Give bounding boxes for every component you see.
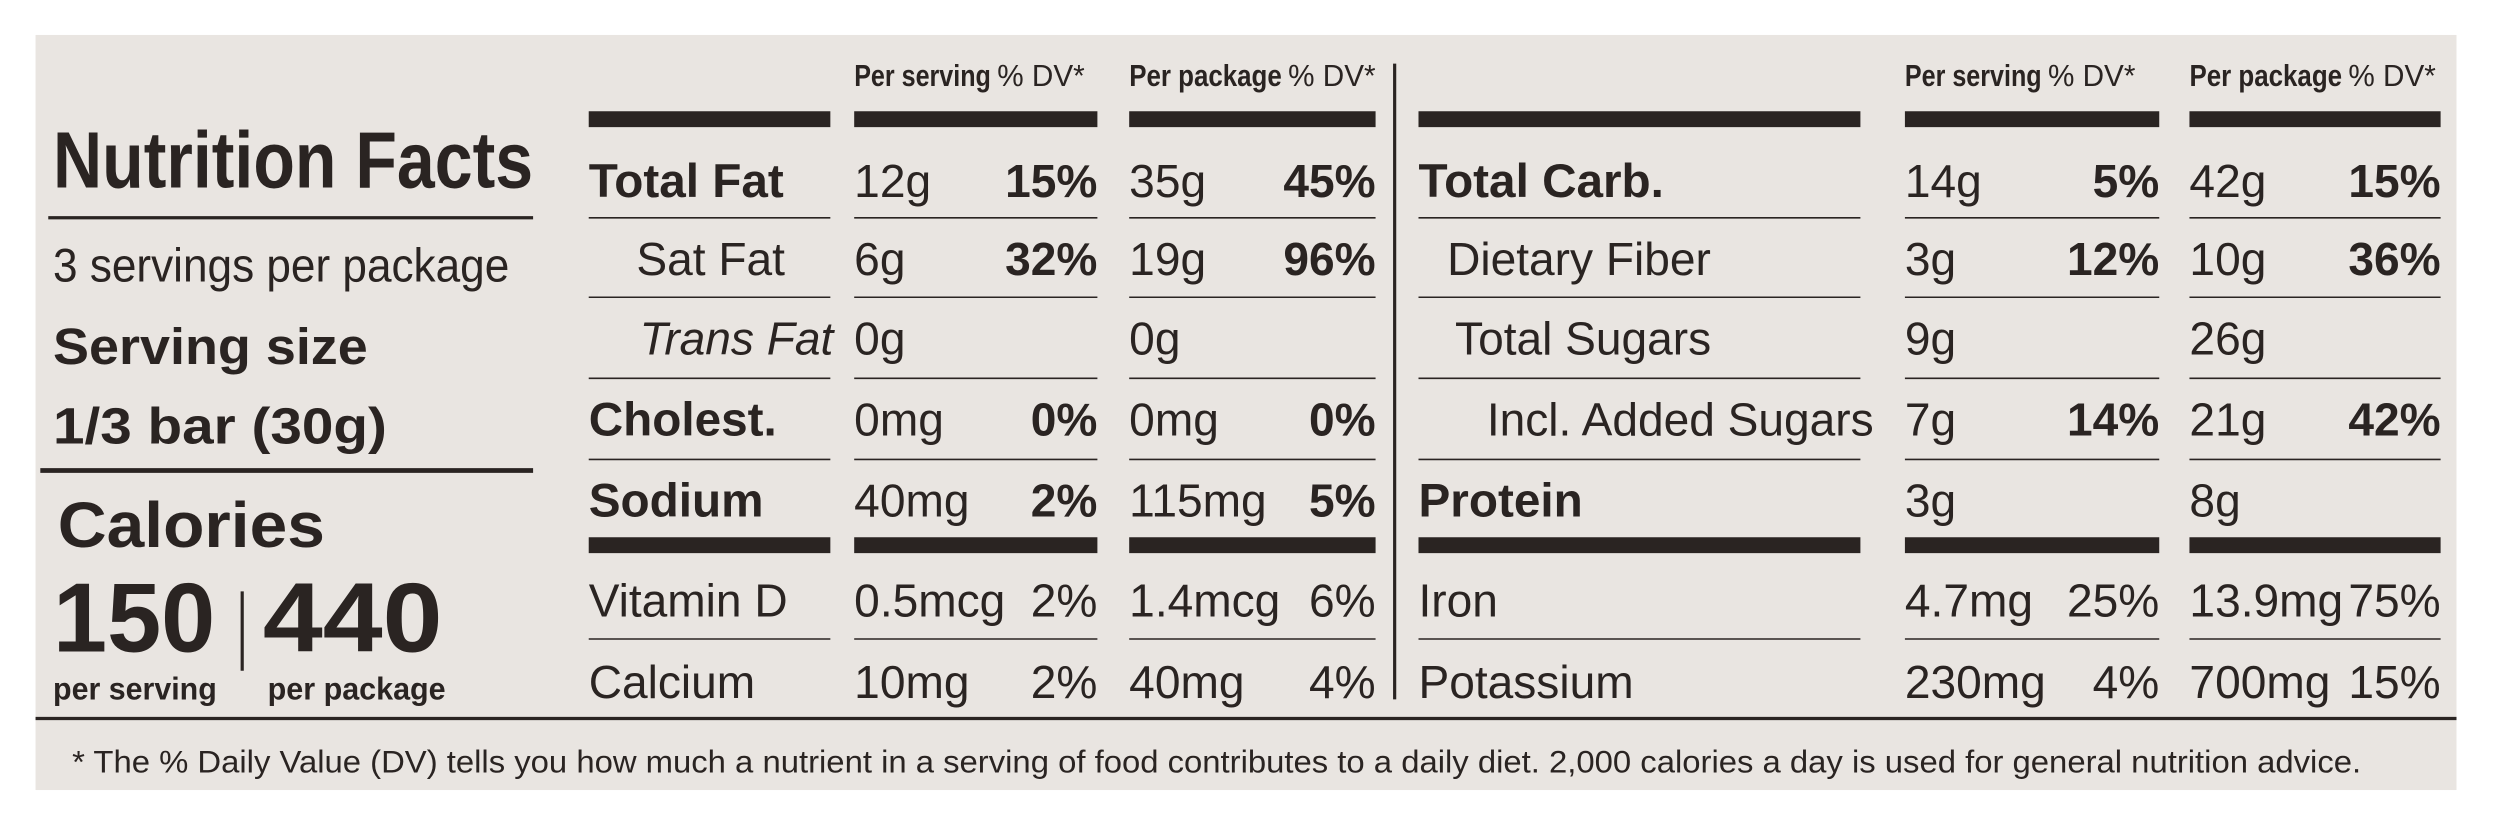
nutrient-name: Total Fat bbox=[589, 155, 784, 208]
percent-dv: 2% bbox=[1031, 656, 1098, 708]
amount: 115mg bbox=[1129, 475, 1266, 527]
percent-dv: 36% bbox=[2348, 233, 2440, 285]
amount: 8g bbox=[2189, 475, 2240, 527]
nutrient-name: Potassium bbox=[1418, 656, 1633, 708]
amount: 21g bbox=[2189, 394, 2266, 446]
amount: 40mg bbox=[1129, 656, 1244, 708]
percent-dv: 15% bbox=[2348, 155, 2440, 207]
percent-dv: 96% bbox=[1283, 233, 1375, 285]
nutrient-name: Sodium bbox=[589, 475, 764, 528]
nutrient-name: Sat Fat bbox=[636, 233, 785, 285]
amount: 6g bbox=[854, 233, 905, 285]
amount: 9g bbox=[1905, 312, 1956, 364]
label-background bbox=[35, 34, 2457, 791]
amount: 0g bbox=[1129, 312, 1180, 364]
nutrient-name: Vitamin D bbox=[589, 575, 788, 627]
percent-dv: 4% bbox=[1309, 656, 1376, 708]
amount: 26g bbox=[2189, 312, 2266, 364]
calories-unit: per serving bbox=[53, 670, 217, 706]
amount: 3g bbox=[1905, 233, 1956, 285]
calories-value: 150 bbox=[53, 563, 215, 673]
amount: 35g bbox=[1129, 155, 1206, 207]
percent-dv: 14% bbox=[2067, 394, 2159, 446]
amount: 4.7mg bbox=[1905, 575, 2033, 627]
amount: 14g bbox=[1905, 155, 1982, 207]
percent-dv: 4% bbox=[2093, 656, 2160, 708]
percent-dv: 12% bbox=[2067, 233, 2159, 285]
percent-dv: 6% bbox=[1309, 575, 1376, 627]
amount: 0g bbox=[854, 312, 905, 364]
nutrient-name: Total Carb. bbox=[1418, 155, 1663, 208]
amount: 230mg bbox=[1905, 656, 2046, 708]
amount: 19g bbox=[1129, 233, 1206, 285]
nutrient-name: Iron bbox=[1418, 575, 1497, 627]
percent-dv: 0% bbox=[1031, 394, 1098, 446]
amount: 3g bbox=[1905, 475, 1956, 527]
nutrient-name: Cholest. bbox=[589, 394, 777, 447]
calories-unit: per package bbox=[268, 670, 446, 706]
calories-label: Calories bbox=[58, 490, 325, 561]
percent-dv: 2% bbox=[1031, 475, 1098, 527]
amount: 0mg bbox=[854, 394, 944, 446]
column-header: % DV* bbox=[1288, 60, 1376, 93]
footnote: * The % Daily Value (DV) tells you how m… bbox=[72, 744, 2361, 780]
servings: 3 servings per package bbox=[53, 239, 509, 292]
nutrient-name: Calcium bbox=[589, 656, 755, 708]
percent-dv: 32% bbox=[1005, 233, 1097, 285]
serving-size-label: Serving size bbox=[53, 318, 368, 375]
percent-dv: 75% bbox=[2348, 575, 2440, 627]
column-header: Per package bbox=[2189, 60, 2342, 93]
column-header: % DV* bbox=[2348, 60, 2436, 93]
amount: 40mg bbox=[854, 475, 969, 527]
nutrient-name: Total Sugars bbox=[1455, 312, 1711, 364]
amount: 700mg bbox=[2189, 656, 2330, 708]
percent-dv: 5% bbox=[1309, 475, 1376, 527]
column-header: % DV* bbox=[997, 60, 1085, 93]
nutrient-name: Trans Fat bbox=[640, 312, 836, 364]
percent-dv: 5% bbox=[2093, 155, 2160, 207]
amount: 0mg bbox=[1129, 394, 1219, 446]
amount: 10mg bbox=[854, 656, 969, 708]
amount: 12g bbox=[854, 155, 931, 207]
nutrient-name: Protein bbox=[1418, 475, 1582, 528]
amount: 42g bbox=[2189, 155, 2266, 207]
amount: 10g bbox=[2189, 233, 2266, 285]
percent-dv: 15% bbox=[1005, 155, 1097, 207]
column-header: Per package bbox=[1129, 60, 1282, 93]
nutrient-name: Incl. Added Sugars bbox=[1487, 394, 1874, 446]
percent-dv: 0% bbox=[1309, 394, 1376, 446]
title: Nutrition Facts bbox=[53, 116, 533, 205]
nutrient-name: Dietary Fiber bbox=[1447, 233, 1711, 285]
percent-dv: 15% bbox=[2348, 656, 2440, 708]
amount: 0.5mcg bbox=[854, 575, 1005, 627]
percent-dv: 25% bbox=[2067, 575, 2159, 627]
column-header: Per serving bbox=[854, 60, 991, 93]
amount: 7g bbox=[1905, 394, 1956, 446]
percent-dv: 45% bbox=[1283, 155, 1375, 207]
percent-dv: 2% bbox=[1031, 575, 1098, 627]
percent-dv: 42% bbox=[2348, 394, 2440, 446]
amount: 1.4mcg bbox=[1129, 575, 1280, 627]
amount: 13.9mg bbox=[2189, 575, 2343, 627]
column-header: Per serving bbox=[1905, 60, 2042, 93]
serving-size: 1/3 bar (30g) bbox=[53, 397, 387, 454]
calories-value: 440 bbox=[263, 563, 443, 673]
column-header: % DV* bbox=[2048, 60, 2136, 93]
